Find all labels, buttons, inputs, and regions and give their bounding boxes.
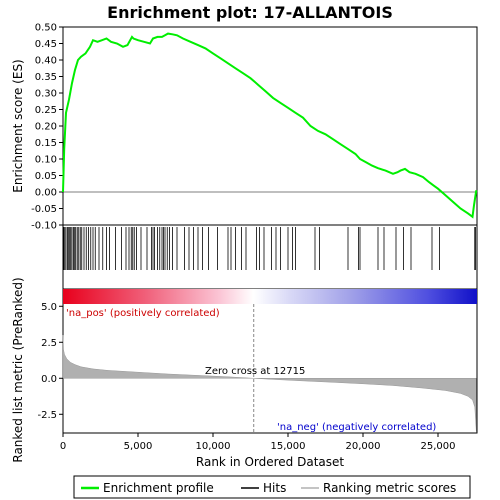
- metric-tick-label-0: -2.5: [37, 410, 57, 421]
- x-tick-label-2: 10,000: [196, 441, 231, 452]
- es-axis-label: Enrichment score (ES): [11, 59, 25, 192]
- es-tick-label-7: 0.25: [35, 105, 57, 116]
- es-curve-line: [62, 32, 478, 219]
- es-tick-label-9: 0.35: [35, 72, 57, 83]
- es-tick-label-6: 0.20: [35, 122, 57, 133]
- es-curve-group: [62, 32, 478, 219]
- zero-cross-annotation: Zero cross at 12715: [205, 366, 305, 377]
- heat-bar-fill: [63, 289, 477, 304]
- legend-box: [73, 475, 471, 499]
- es-tick-label-4: 0.10: [35, 155, 57, 166]
- es-tick-label-2: 0.00: [35, 188, 57, 199]
- x-tick-label-4: 20,000: [346, 441, 381, 452]
- metric-area: [62, 335, 477, 432]
- rank-heat-bar: [63, 289, 477, 304]
- hits-group: [63, 227, 476, 270]
- legend-label-enrichment: Enrichment profile: [103, 481, 214, 495]
- x-tick-label-3: 15,000: [271, 441, 306, 452]
- x-axis: 0 5,000 10,000 15,000 20,000 25,000: [60, 433, 456, 452]
- metric-area-group: [62, 304, 477, 433]
- metric-tick-label-2: 2.5: [41, 338, 57, 349]
- es-tick-label-0: -0.10: [31, 221, 57, 232]
- metric-tick-label-3: 5.0: [41, 302, 57, 313]
- x-tick-label-5: 25,000: [421, 441, 456, 452]
- na-pos-annotation: 'na_pos' (positively correlated): [66, 308, 220, 319]
- es-tick-label-3: 0.05: [35, 171, 57, 182]
- hits-panel-frame: [62, 224, 478, 290]
- x-tick-label-1: 5,000: [124, 441, 153, 452]
- metric-axis: -2.5 0.0 2.5 5.0: [37, 302, 63, 421]
- x-axis-label: Rank in Ordered Dataset: [196, 455, 344, 469]
- es-tick-label-10: 0.40: [35, 56, 57, 67]
- legend-label-hits: Hits: [263, 481, 286, 495]
- es-tick-label-8: 0.30: [35, 89, 57, 100]
- es-tick-label-5: 0.15: [35, 138, 57, 149]
- x-tick-label-0: 0: [60, 441, 66, 452]
- enrichment-panel-frame: [62, 26, 478, 226]
- es-axis: -0.10 -0.05 0.00 0.05 0.10 0.15 0.20 0.25 0.30 0.…: [31, 23, 477, 232]
- chart-title: Enrichment plot: 17-ALLANTOIS: [107, 3, 393, 22]
- legend-label-metric: Ranking metric scores: [323, 481, 456, 495]
- na-neg-annotation: 'na_neg' (negatively correlated): [277, 422, 436, 433]
- es-tick-label-11: 0.45: [35, 39, 57, 50]
- es-tick-label-1: -0.05: [31, 204, 57, 215]
- es-tick-label-12: 0.50: [35, 23, 57, 34]
- metric-tick-label-1: 0.0: [41, 374, 57, 385]
- metric-axis-label: Ranked list metric (PreRanked): [11, 277, 25, 462]
